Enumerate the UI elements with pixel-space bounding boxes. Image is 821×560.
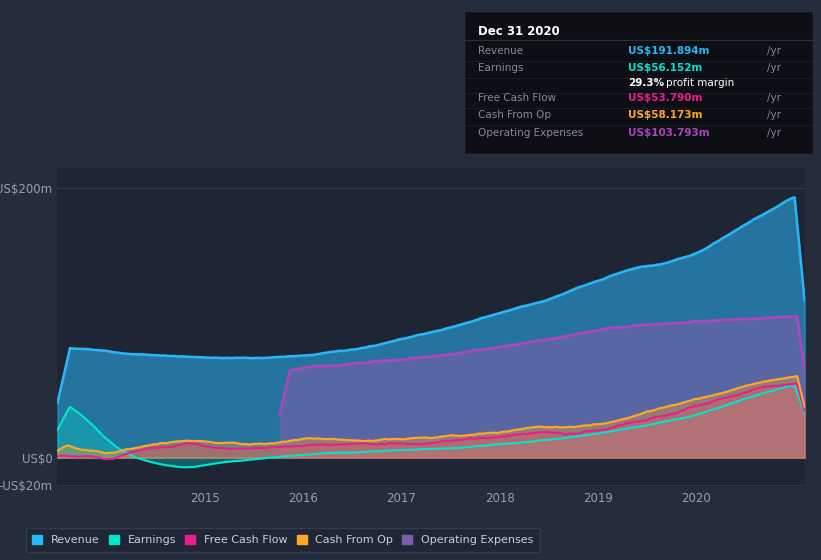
Text: profit margin: profit margin (667, 78, 735, 87)
Text: Cash From Op: Cash From Op (478, 110, 551, 120)
Text: US$191.894m: US$191.894m (628, 46, 709, 56)
Text: US$103.793m: US$103.793m (628, 128, 709, 138)
Text: /yr: /yr (768, 94, 782, 103)
Text: /yr: /yr (768, 128, 782, 138)
Text: Earnings: Earnings (478, 63, 523, 73)
Text: US$56.152m: US$56.152m (628, 63, 702, 73)
Text: 29.3%: 29.3% (628, 78, 664, 87)
Legend: Revenue, Earnings, Free Cash Flow, Cash From Op, Operating Expenses: Revenue, Earnings, Free Cash Flow, Cash … (25, 528, 540, 552)
Text: Dec 31 2020: Dec 31 2020 (478, 26, 560, 39)
Text: US$58.173m: US$58.173m (628, 110, 702, 120)
Text: Free Cash Flow: Free Cash Flow (478, 94, 556, 103)
Text: /yr: /yr (768, 110, 782, 120)
Text: US$53.790m: US$53.790m (628, 94, 702, 103)
Text: /yr: /yr (768, 46, 782, 56)
Text: Revenue: Revenue (478, 46, 523, 56)
Text: /yr: /yr (768, 63, 782, 73)
Text: Operating Expenses: Operating Expenses (478, 128, 583, 138)
